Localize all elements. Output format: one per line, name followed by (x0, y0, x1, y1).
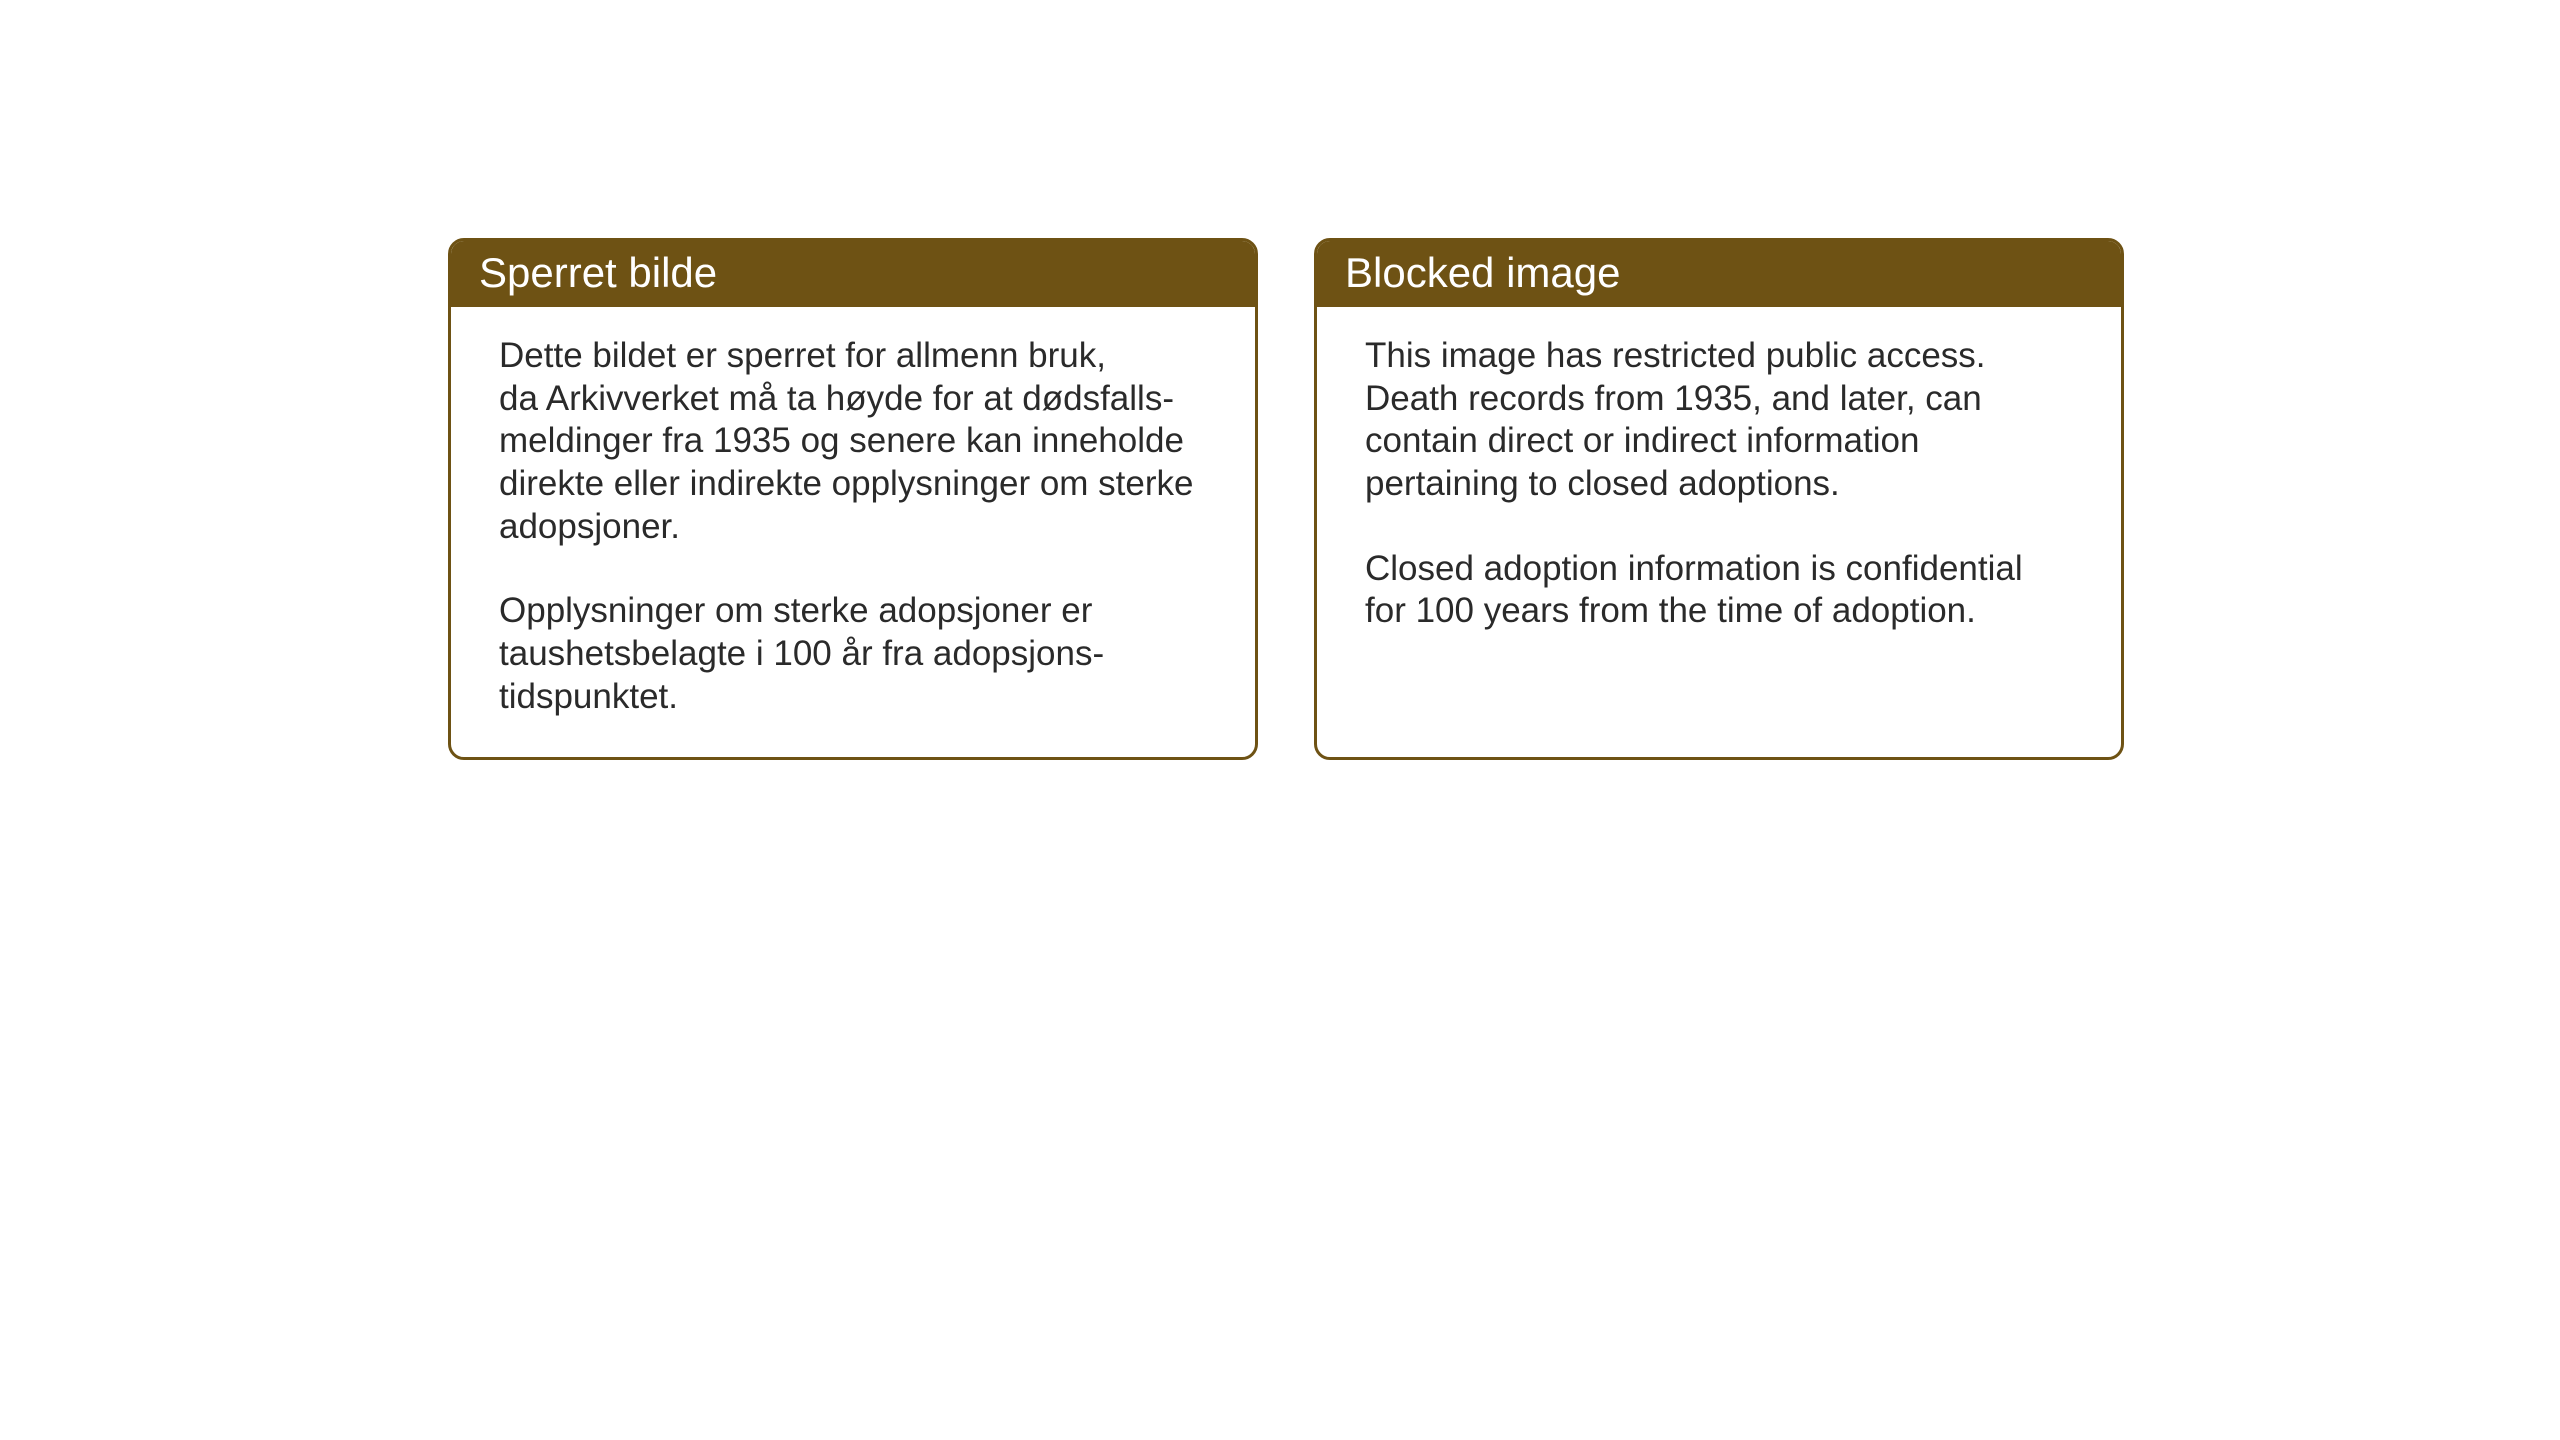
notice-cards-container: Sperret bilde Dette bildet er sperret fo… (448, 238, 2124, 760)
card-body-english: This image has restricted public access.… (1317, 307, 2121, 671)
paragraph-2-english: Closed adoption information is confident… (1365, 548, 2093, 633)
card-header-norwegian: Sperret bilde (451, 241, 1255, 307)
line: This image has restricted public access. (1365, 336, 1986, 375)
notice-card-english: Blocked image This image has restricted … (1314, 238, 2124, 760)
line: taushetsbelagte i 100 år fra adopsjons- (499, 634, 1104, 673)
line: meldinger fra 1935 og senere kan innehol… (499, 421, 1184, 460)
line: tidspunktet. (499, 677, 678, 716)
line: Death records from 1935, and later, can (1365, 379, 1982, 418)
card-header-english: Blocked image (1317, 241, 2121, 307)
line: adopsjoner. (499, 507, 680, 546)
paragraph-1-norwegian: Dette bildet er sperret for allmenn bruk… (499, 335, 1227, 548)
line: for 100 years from the time of adoption. (1365, 591, 1976, 630)
line: pertaining to closed adoptions. (1365, 464, 1840, 503)
card-body-norwegian: Dette bildet er sperret for allmenn bruk… (451, 307, 1255, 757)
line: Dette bildet er sperret for allmenn bruk… (499, 336, 1106, 375)
notice-card-norwegian: Sperret bilde Dette bildet er sperret fo… (448, 238, 1258, 760)
paragraph-2-norwegian: Opplysninger om sterke adopsjoner er tau… (499, 590, 1227, 718)
line: direkte eller indirekte opplysninger om … (499, 464, 1194, 503)
line: da Arkivverket må ta høyde for at dødsfa… (499, 379, 1174, 418)
paragraph-1-english: This image has restricted public access.… (1365, 335, 2093, 506)
line: contain direct or indirect information (1365, 421, 1919, 460)
line: Closed adoption information is confident… (1365, 549, 2023, 588)
line: Opplysninger om sterke adopsjoner er (499, 591, 1092, 630)
